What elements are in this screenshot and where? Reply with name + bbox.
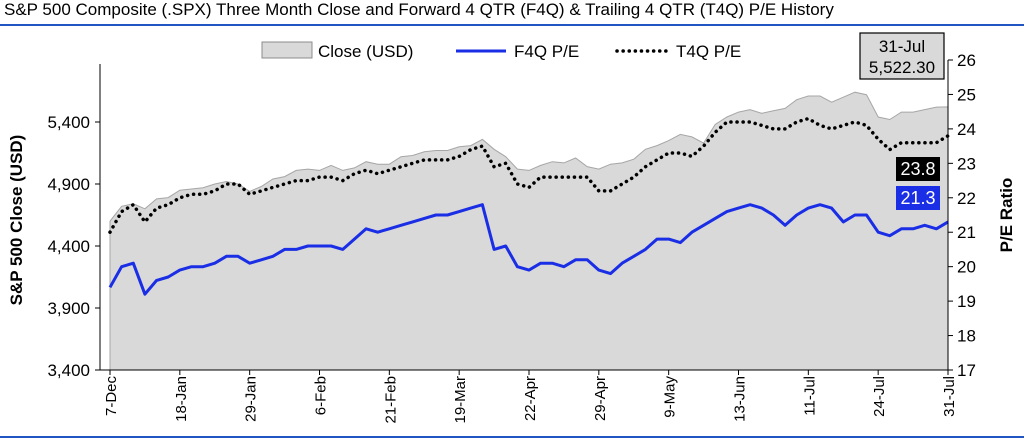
- series-t4q-dotted: [108, 116, 950, 234]
- x-tick-label: 29-Apr: [592, 376, 609, 421]
- left-tick-label: 3,900: [47, 299, 90, 318]
- t4q-end-label-box: [896, 157, 940, 181]
- series-f4q-line: [108, 203, 949, 296]
- left-tick-label: 5,400: [47, 113, 90, 132]
- legend: Close (USD) F4Q P/E T4Q P/E: [261, 41, 741, 61]
- f4q-end-label: 21.3: [900, 188, 935, 208]
- right-tick-label: 23: [957, 154, 976, 173]
- right-tick-label: 22: [957, 189, 976, 208]
- x-tick-label: 11-Jul: [801, 376, 818, 416]
- right-tick-label: 21: [957, 223, 976, 242]
- callout-value: 5,522.30: [869, 58, 935, 77]
- left-tick-label: 4,400: [47, 237, 90, 256]
- line-layer: [108, 116, 950, 296]
- right-tick-label: 20: [957, 258, 976, 277]
- right-tick-label: 18: [957, 327, 976, 346]
- right-tick-label: 17: [957, 361, 976, 380]
- callout-date: 31-Jul: [879, 37, 925, 56]
- series-close-area: [109, 91, 949, 371]
- x-tick-label: 31-Jul: [941, 376, 958, 417]
- x-tick-label: 29-Jan: [243, 376, 260, 422]
- right-tick-label: 19: [957, 292, 976, 311]
- x-tick-label: 7-Dec: [103, 376, 120, 417]
- legend-label-close: Close (USD): [318, 42, 413, 61]
- title-rule: [0, 24, 1024, 26]
- x-tick-label: 18-Jan: [173, 376, 190, 422]
- x-tick-label: 22-Apr: [522, 376, 539, 421]
- left-tick-label: 3,400: [47, 361, 90, 380]
- legend-label-f4q: F4Q P/E: [514, 42, 579, 61]
- t4q-end-label: 23.8: [900, 159, 935, 179]
- area-layer: [109, 91, 949, 371]
- left-axis-title: S&P 500 Close (USD): [7, 135, 26, 306]
- right-tick-label: 24: [957, 120, 976, 139]
- right-tick-label: 25: [957, 85, 976, 104]
- callout-box: [859, 32, 945, 80]
- chart-title: S&P 500 Composite (.SPX) Three Month Clo…: [4, 0, 834, 19]
- x-tick-label: 9-May: [662, 376, 679, 418]
- axis-layer: 3,400 3,900 4,400 4,900 5,400 17 18 19 20 21 22 23 2…: [7, 51, 1016, 424]
- f4q-end-label-box: [896, 186, 940, 210]
- right-axis-title: P/E Ratio: [997, 178, 1016, 253]
- overlay-layer: 31-Jul 5,522.30 23.8 21.3: [859, 32, 945, 210]
- x-tick-label: 13-Jun: [732, 376, 749, 422]
- left-tick-label: 4,900: [47, 175, 90, 194]
- x-tick-label: 24-Jul: [871, 376, 888, 417]
- legend-label-t4q: T4Q P/E: [676, 42, 741, 61]
- x-tick-label: 6-Feb: [313, 376, 330, 415]
- x-tick-label: 21-Feb: [382, 376, 399, 424]
- bottom-rule: [0, 436, 1024, 438]
- right-tick-label: 26: [957, 51, 976, 70]
- legend-swatch-close: [261, 41, 313, 59]
- x-tick-label: 19-Mar: [452, 376, 469, 424]
